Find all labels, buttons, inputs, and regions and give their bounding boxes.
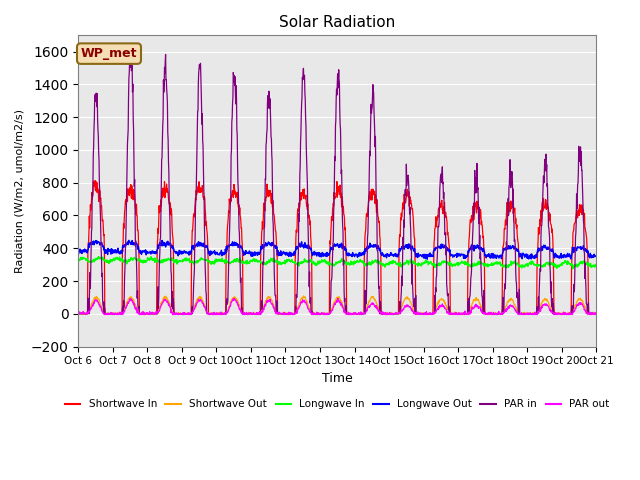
Longwave In: [592, 262, 600, 267]
Title: Solar Radiation: Solar Radiation: [279, 15, 396, 30]
Longwave In: [190, 261, 198, 267]
PAR out: [418, 311, 426, 316]
PAR in: [531, 311, 539, 317]
Longwave In: [569, 266, 577, 272]
PAR in: [592, 311, 600, 317]
PAR in: [418, 311, 426, 317]
Shortwave Out: [300, 293, 307, 299]
Shortwave Out: [74, 311, 82, 317]
PAR in: [74, 311, 82, 317]
Shortwave Out: [189, 307, 197, 312]
PAR in: [248, 311, 255, 317]
Shortwave Out: [485, 311, 493, 317]
PAR out: [334, 296, 342, 301]
Legend: Shortwave In, Shortwave Out, Longwave In, Longwave Out, PAR in, PAR out: Shortwave In, Shortwave Out, Longwave In…: [61, 396, 614, 414]
PAR in: [127, 48, 134, 53]
PAR out: [592, 312, 600, 317]
Shortwave In: [248, 311, 255, 317]
PAR in: [177, 311, 185, 317]
PAR out: [248, 312, 255, 317]
Longwave Out: [177, 250, 185, 256]
Y-axis label: Radiation (W/m2, umol/m2/s): Radiation (W/m2, umol/m2/s): [15, 109, 25, 273]
Line: Shortwave In: Shortwave In: [78, 180, 596, 314]
Shortwave In: [92, 178, 99, 183]
Longwave Out: [190, 245, 198, 251]
PAR out: [190, 307, 198, 313]
Longwave In: [177, 259, 185, 264]
Shortwave Out: [531, 310, 539, 316]
Shortwave In: [177, 311, 185, 317]
Shortwave Out: [248, 310, 255, 316]
Line: Longwave Out: Longwave Out: [78, 240, 596, 259]
Text: WP_met: WP_met: [81, 47, 137, 60]
PAR out: [82, 312, 90, 317]
Longwave Out: [486, 253, 493, 259]
Shortwave Out: [592, 311, 600, 317]
Line: PAR out: PAR out: [78, 299, 596, 314]
Shortwave In: [485, 311, 493, 317]
Longwave In: [531, 262, 539, 267]
Longwave Out: [74, 249, 82, 254]
Longwave In: [74, 256, 82, 262]
Line: Shortwave Out: Shortwave Out: [78, 296, 596, 314]
PAR in: [190, 281, 198, 287]
PAR out: [177, 311, 185, 317]
Shortwave In: [190, 211, 198, 217]
Longwave In: [485, 262, 493, 267]
PAR out: [531, 309, 539, 315]
Line: Longwave In: Longwave In: [78, 257, 596, 269]
Longwave In: [418, 263, 426, 269]
PAR out: [74, 310, 82, 316]
Shortwave Out: [177, 311, 184, 317]
Longwave Out: [531, 255, 539, 261]
Shortwave Out: [418, 311, 426, 316]
PAR in: [485, 311, 493, 317]
Longwave Out: [592, 253, 600, 259]
Longwave In: [95, 254, 102, 260]
Longwave Out: [418, 253, 426, 259]
Longwave Out: [248, 251, 255, 256]
Shortwave In: [418, 311, 426, 317]
Longwave Out: [424, 256, 431, 262]
X-axis label: Time: Time: [322, 372, 353, 385]
Longwave Out: [125, 238, 132, 243]
PAR out: [486, 312, 493, 317]
Shortwave In: [74, 311, 82, 317]
Shortwave In: [531, 311, 539, 317]
Line: PAR in: PAR in: [78, 50, 596, 314]
Shortwave In: [592, 311, 600, 317]
Longwave In: [248, 258, 255, 264]
